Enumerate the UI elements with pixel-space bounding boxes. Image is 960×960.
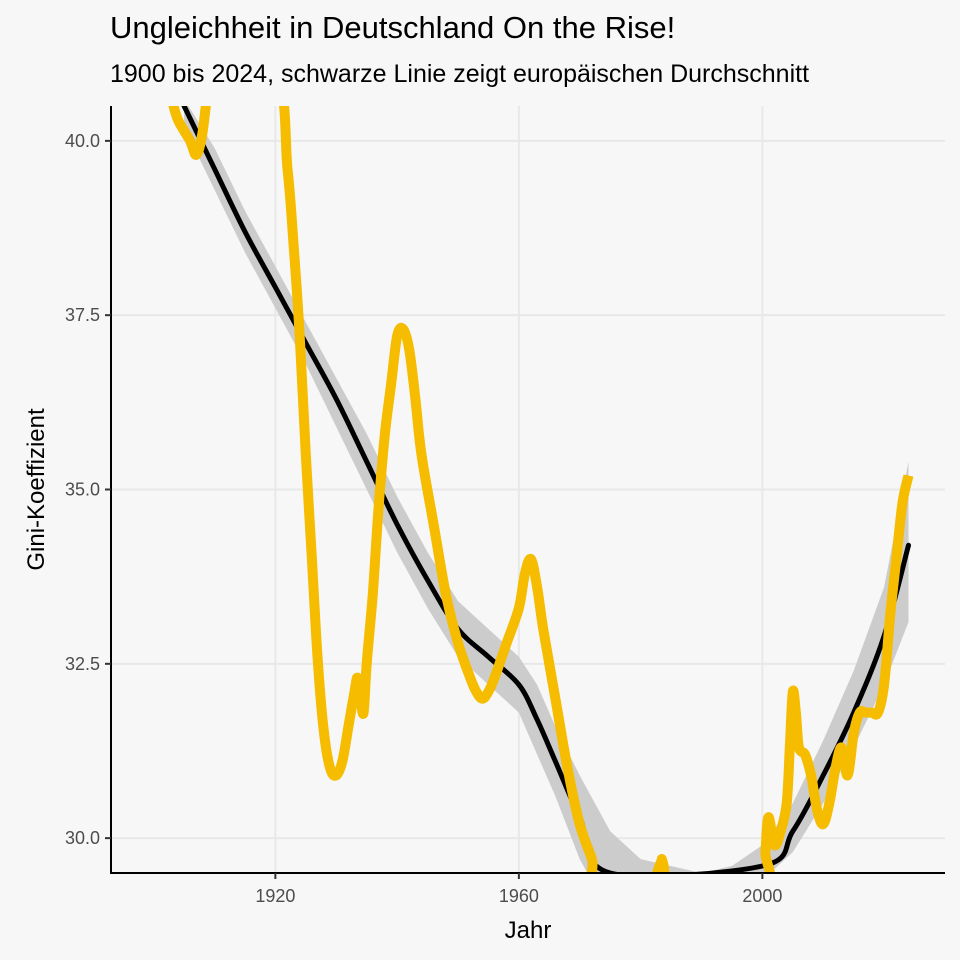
chart-subtitle: 1900 bis 2024, schwarze Linie zeigt euro… [110, 60, 810, 88]
x-tick-label: 2000 [742, 886, 782, 906]
x-tick-label: 1960 [499, 886, 539, 906]
x-axis-title: Jahr [505, 917, 552, 944]
y-tick-label: 35.0 [65, 480, 100, 500]
chart-title: Ungleichheit in Deutschland On the Rise! [110, 10, 676, 45]
grid-layer [111, 106, 945, 873]
y-axis-title: Gini-Koeffizient [23, 408, 50, 571]
y-tick-label: 40.0 [65, 131, 100, 151]
x-tick-label: 1920 [255, 886, 295, 906]
y-tick-label: 32.5 [65, 654, 100, 674]
y-tick-label: 37.5 [65, 305, 100, 325]
axis-layer: 30.0 32.5 35.0 37.5 40.0 1920 1960 2000 Jahr Gini… [23, 106, 945, 944]
germany-line [168, 106, 914, 873]
data-layer [168, 106, 914, 873]
y-tick-label: 30.0 [65, 828, 100, 848]
europe-confidence-band [184, 106, 909, 873]
